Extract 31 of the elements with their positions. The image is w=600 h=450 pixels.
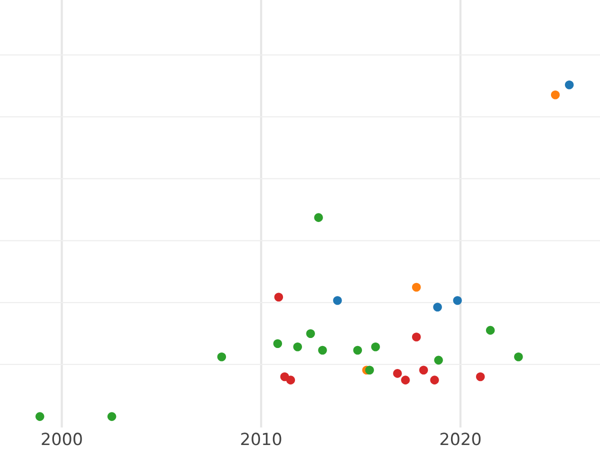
- point: [333, 296, 342, 305]
- point: [419, 366, 428, 375]
- point: [306, 329, 315, 338]
- point: [453, 296, 462, 305]
- point: [365, 366, 374, 375]
- point: [434, 356, 443, 365]
- point: [550, 90, 560, 100]
- point: [35, 412, 44, 421]
- point: [514, 352, 523, 362]
- point: [286, 376, 296, 384]
- point: [486, 326, 495, 335]
- x-tick-label: 2020: [440, 432, 481, 446]
- point: [217, 352, 226, 362]
- point: [293, 342, 302, 352]
- point: [433, 302, 442, 312]
- point: [353, 346, 362, 355]
- point: [393, 369, 402, 378]
- point: [412, 332, 421, 342]
- point: [564, 80, 574, 90]
- point: [314, 213, 323, 222]
- x-tick-label: 2000: [42, 432, 82, 446]
- point: [274, 292, 284, 302]
- x-tick-label: 2010: [241, 432, 282, 446]
- point: [476, 372, 485, 382]
- point: [318, 346, 327, 355]
- point: [430, 376, 439, 384]
- point: [107, 412, 116, 421]
- point: [371, 342, 380, 352]
- point: [412, 282, 421, 292]
- point: [401, 376, 410, 384]
- point: [273, 339, 282, 348]
